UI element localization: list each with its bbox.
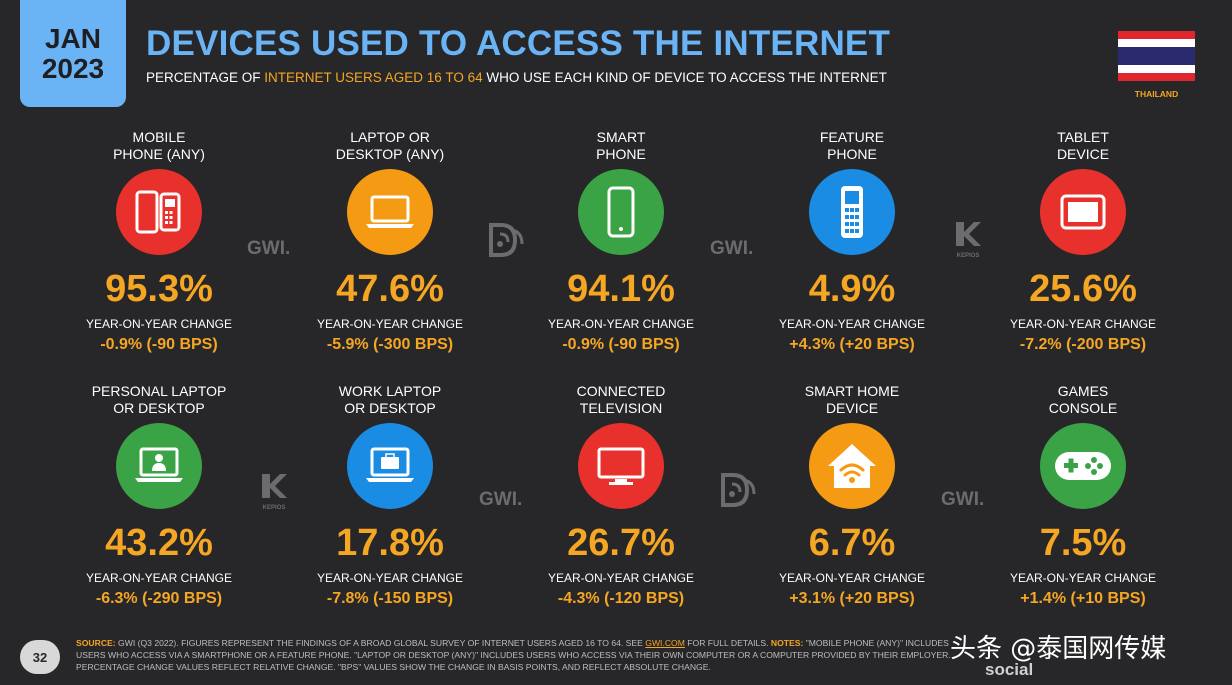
feature-phone-icon bbox=[809, 169, 895, 255]
yoy-change: -0.9% (-90 BPS) bbox=[100, 336, 218, 353]
yoy-label: YEAR-ON-YEAR CHANGE bbox=[547, 317, 695, 331]
work-laptop-icon bbox=[347, 423, 433, 509]
device-value: 4.9% bbox=[808, 268, 896, 310]
game-controller-icon bbox=[1040, 423, 1126, 509]
yoy-change: -7.8% (-150 BPS) bbox=[326, 590, 454, 607]
gwi-watermark: GWI. bbox=[479, 489, 523, 510]
badge-month: JAN bbox=[44, 22, 101, 54]
after-link-text: FOR FULL DETAILS. bbox=[684, 638, 771, 648]
smart-home-icon bbox=[809, 423, 895, 509]
yoy-label: YEAR-ON-YEAR CHANGE bbox=[778, 317, 926, 331]
device-value: 7.5% bbox=[1039, 522, 1127, 564]
kepios-watermark: KEPIOS bbox=[257, 472, 291, 511]
kepios-logo-icon bbox=[262, 474, 287, 498]
source-label: SOURCE: bbox=[76, 638, 116, 648]
device-card-work-laptop: WORK LAPTOP OR DESKTOP 17.8% YEAR-ON-YEA… bbox=[300, 383, 480, 608]
yoy-label: YEAR-ON-YEAR CHANGE bbox=[316, 571, 464, 585]
subtitle-highlight: INTERNET USERS AGED 16 TO 64 bbox=[264, 70, 483, 85]
yoy-change: +3.1% (+20 BPS) bbox=[789, 590, 915, 607]
yoy-change: -5.9% (-300 BPS) bbox=[326, 336, 454, 353]
device-card-mobile-phone: MOBILE PHONE (ANY) 95.3% YEAR-ON-YEAR CH… bbox=[69, 129, 249, 354]
gwi-watermark: GWI. bbox=[247, 238, 291, 259]
badge-year: 2023 bbox=[41, 52, 105, 84]
device-value: 95.3% bbox=[105, 268, 213, 310]
device-label: TABLET DEVICE bbox=[1056, 129, 1110, 162]
yoy-change: +1.4% (+10 BPS) bbox=[1020, 590, 1146, 607]
kepios-watermark: KEPIOS bbox=[951, 220, 985, 259]
device-label: LAPTOP OR DESKTOP (ANY) bbox=[335, 129, 445, 162]
yoy-change: -7.2% (-200 BPS) bbox=[1019, 336, 1147, 353]
smartphone-icon bbox=[578, 169, 664, 255]
gwi-link[interactable]: GWI.COM bbox=[645, 638, 685, 648]
datareportal-watermark-icon bbox=[721, 473, 756, 507]
yoy-change: -0.9% (-90 BPS) bbox=[562, 336, 680, 353]
device-label: GAMES CONSOLE bbox=[1048, 383, 1118, 416]
yoy-change: -6.3% (-290 BPS) bbox=[95, 590, 223, 607]
datareportal-watermark-icon bbox=[489, 223, 524, 257]
personal-laptop-icon bbox=[116, 423, 202, 509]
footer-notes: SOURCE: GWI (Q3 2022). FIGURES REPRESENT… bbox=[76, 637, 956, 673]
device-value: 25.6% bbox=[1029, 268, 1137, 310]
device-label: WORK LAPTOP OR DESKTOP bbox=[338, 383, 442, 416]
device-card-feature-phone: FEATURE PHONE 4.9% YEAR-ON-YEAR CHANGE +… bbox=[762, 129, 942, 354]
kepios-label: KEPIOS bbox=[956, 253, 980, 259]
device-card-smart-home: SMART HOME DEVICE 6.7% YEAR-ON-YEAR CHAN… bbox=[762, 383, 942, 608]
kepios-logo-icon bbox=[956, 222, 981, 246]
yoy-label: YEAR-ON-YEAR CHANGE bbox=[1009, 317, 1157, 331]
device-label: SMART PHONE bbox=[596, 129, 646, 162]
date-badge: JAN 2023 bbox=[20, 0, 126, 107]
yoy-label: YEAR-ON-YEAR CHANGE bbox=[1009, 571, 1157, 585]
watermark-overlay: 头条 @泰国网传媒 bbox=[950, 634, 1167, 664]
kepios-label: KEPIOS bbox=[262, 505, 286, 511]
device-value: 6.7% bbox=[808, 522, 896, 564]
device-label: FEATURE PHONE bbox=[819, 129, 885, 162]
page-number: 32 bbox=[20, 640, 60, 674]
thailand-flag-icon bbox=[1118, 31, 1195, 81]
page-title: DEVICES USED TO ACCESS THE INTERNET bbox=[146, 24, 891, 63]
social-watermark: social bbox=[985, 660, 1034, 679]
device-label: SMART HOME DEVICE bbox=[804, 383, 900, 416]
device-value: 43.2% bbox=[105, 522, 213, 564]
device-label: MOBILE PHONE (ANY) bbox=[113, 129, 205, 162]
device-label: CONNECTED TELEVISION bbox=[576, 383, 666, 416]
device-card-laptop-desktop: LAPTOP OR DESKTOP (ANY) 47.6% YEAR-ON-YE… bbox=[300, 129, 480, 354]
laptop-icon bbox=[347, 169, 433, 255]
device-value: 94.1% bbox=[567, 268, 675, 310]
television-icon bbox=[578, 423, 664, 509]
country-label: THAILAND bbox=[1134, 89, 1179, 99]
page-subtitle: PERCENTAGE OF INTERNET USERS AGED 16 TO … bbox=[146, 70, 887, 85]
device-card-smartphone: SMART PHONE 94.1% YEAR-ON-YEAR CHANGE -0… bbox=[531, 129, 711, 354]
subtitle-post: WHO USE EACH KIND OF DEVICE TO ACCESS TH… bbox=[482, 70, 887, 85]
yoy-label: YEAR-ON-YEAR CHANGE bbox=[316, 317, 464, 331]
device-card-connected-tv: CONNECTED TELEVISION 26.7% YEAR-ON-YEAR … bbox=[531, 383, 711, 608]
source-text: GWI (Q3 2022). FIGURES REPRESENT THE FIN… bbox=[115, 638, 646, 648]
subtitle-pre: PERCENTAGE OF bbox=[146, 70, 265, 85]
yoy-change: -4.3% (-120 BPS) bbox=[557, 590, 685, 607]
yoy-label: YEAR-ON-YEAR CHANGE bbox=[85, 317, 233, 331]
device-label: PERSONAL LAPTOP OR DESKTOP bbox=[91, 383, 227, 416]
gwi-watermark: GWI. bbox=[941, 489, 985, 510]
device-value: 26.7% bbox=[567, 522, 675, 564]
gwi-watermark: GWI. bbox=[710, 238, 754, 259]
notes-text: "MOBILE PHONE (ANY)" INCLUDES USERS WHO … bbox=[76, 638, 951, 672]
tablet-icon bbox=[1040, 169, 1126, 255]
device-card-personal-laptop: PERSONAL LAPTOP OR DESKTOP 43.2% YEAR-ON… bbox=[69, 383, 249, 608]
yoy-label: YEAR-ON-YEAR CHANGE bbox=[85, 571, 233, 585]
device-card-games-console: GAMES CONSOLE 7.5% YEAR-ON-YEAR CHANGE +… bbox=[993, 383, 1173, 608]
notes-label: NOTES: bbox=[770, 638, 804, 648]
device-card-tablet: TABLET DEVICE 25.6% YEAR-ON-YEAR CHANGE … bbox=[993, 129, 1173, 354]
device-value: 47.6% bbox=[336, 268, 444, 310]
yoy-change: +4.3% (+20 BPS) bbox=[789, 336, 915, 353]
device-value: 17.8% bbox=[336, 522, 444, 564]
mobile-phones-icon bbox=[116, 169, 202, 255]
yoy-label: YEAR-ON-YEAR CHANGE bbox=[547, 571, 695, 585]
yoy-label: YEAR-ON-YEAR CHANGE bbox=[778, 571, 926, 585]
